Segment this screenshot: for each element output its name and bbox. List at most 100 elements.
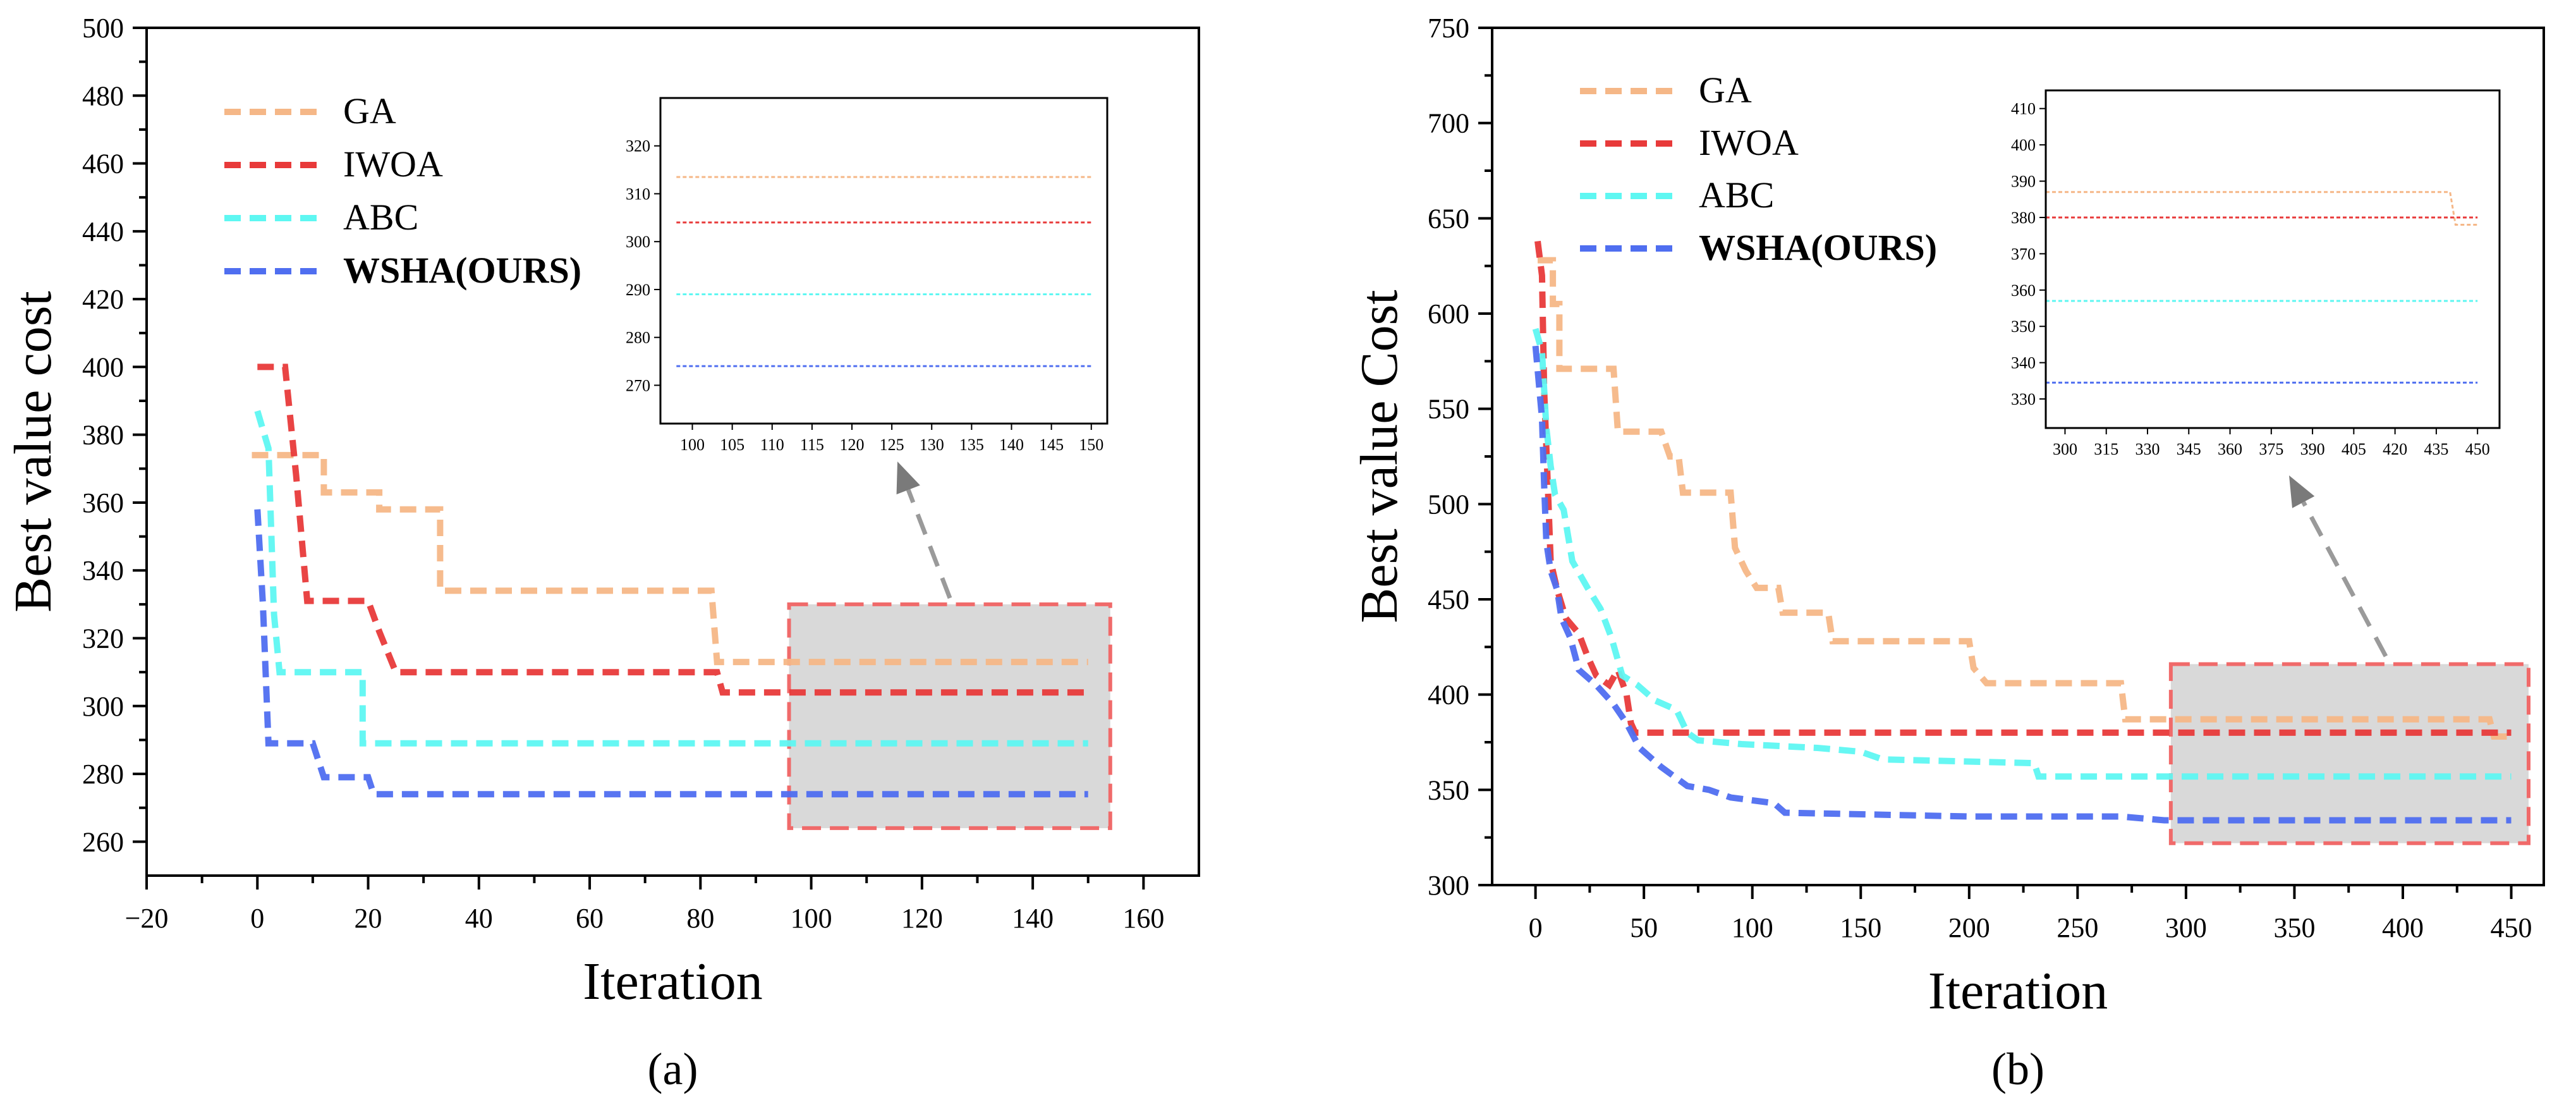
inset-x-tick-label: 145 <box>1039 436 1064 454</box>
zoom-arrow-head <box>2289 475 2315 508</box>
x-tick-label: −20 <box>125 903 169 934</box>
zoom-arrow-head <box>896 462 920 494</box>
inset-y-tick-label: 300 <box>626 233 650 251</box>
panel-label: (a) <box>648 1044 698 1094</box>
x-tick-label: 100 <box>791 903 832 934</box>
y-axis-title: Best value Cost <box>1350 290 1409 623</box>
inset-y-tick-label: 350 <box>2011 317 2036 336</box>
series-line-ga <box>1538 257 2512 740</box>
legend-label-wsha: WSHA(OURS) <box>1699 227 1937 268</box>
inset-series-ga <box>2046 191 2478 226</box>
inset-x-tick-label: 300 <box>2053 440 2077 458</box>
y-tick-label: 350 <box>1428 774 1469 805</box>
series-line-wsha <box>1532 345 2512 824</box>
panel-label: (b) <box>1991 1044 2044 1094</box>
y-tick-label: 480 <box>82 80 124 111</box>
x-tick-label: 450 <box>2491 912 2532 943</box>
y-tick-label: 320 <box>82 623 124 654</box>
y-tick-label: 500 <box>82 13 124 44</box>
inset-x-tick-label: 375 <box>2259 440 2283 458</box>
y-tick-label: 500 <box>1428 489 1469 520</box>
inset-x-tick-label: 135 <box>959 436 984 454</box>
inset-x-tick-label: 130 <box>920 436 944 454</box>
legend-label-iwoa: IWOA <box>343 144 443 185</box>
x-axis-title: Iteration <box>1928 962 2108 1020</box>
y-tick-label: 440 <box>82 216 124 247</box>
zoom-region-box <box>2168 662 2530 845</box>
y-tick-label: 550 <box>1428 394 1469 425</box>
inset-background <box>2046 90 2500 428</box>
legend-label-abc: ABC <box>343 197 418 238</box>
x-axis-title: Iteration <box>583 952 763 1011</box>
legend-label-wsha: WSHA(OURS) <box>343 250 581 291</box>
y-tick-label: 360 <box>82 487 124 518</box>
legend-label-iwoa: IWOA <box>1699 122 1799 163</box>
x-tick-label: 200 <box>1948 912 1990 943</box>
series-line-abc <box>1532 327 2512 780</box>
inset-x-tick-label: 140 <box>999 436 1024 454</box>
inset-x-tick-label: 435 <box>2424 440 2448 458</box>
x-tick-label: 120 <box>901 903 943 934</box>
y-tick-label: 340 <box>82 555 124 586</box>
x-tick-label: 300 <box>2165 912 2207 943</box>
inset-x-tick-label: 315 <box>2094 440 2118 458</box>
x-tick-label: 80 <box>686 903 714 934</box>
inset-y-tick-label: 290 <box>626 281 650 299</box>
inset-x-tick-label: 420 <box>2383 440 2407 458</box>
inset-y-tick-label: 270 <box>626 376 650 394</box>
inset-x-tick-label: 125 <box>880 436 904 454</box>
y-tick-label: 700 <box>1428 108 1469 139</box>
inset-frame <box>659 97 1109 425</box>
inset-y-tick-label: 360 <box>2011 281 2036 300</box>
x-tick-label: 140 <box>1012 903 1054 934</box>
y-tick-label: 460 <box>82 149 124 180</box>
plot-frame <box>145 27 1200 877</box>
inset-y-tick-label: 400 <box>2011 136 2036 154</box>
x-tick-label: 250 <box>2057 912 2098 943</box>
inset-y-tick-label: 390 <box>2011 173 2036 191</box>
x-tick-label: 50 <box>1630 912 1658 943</box>
inset-x-tick-label: 110 <box>760 436 784 454</box>
inset-x-tick-label: 105 <box>720 436 744 454</box>
y-tick-label: 400 <box>82 352 124 382</box>
series-line-iwoa <box>1534 240 2512 736</box>
inset-y-tick-label: 330 <box>2011 390 2036 408</box>
x-tick-label: 400 <box>2382 912 2424 943</box>
inset-x-tick-label: 100 <box>680 436 705 454</box>
y-tick-label: 260 <box>82 826 124 857</box>
legend-label-abc: ABC <box>1699 174 1774 216</box>
y-tick-label: 280 <box>82 759 124 790</box>
legend-label-ga: GA <box>1699 70 1752 111</box>
inset-frame <box>2044 89 2501 429</box>
series-line-abc <box>254 410 1088 747</box>
y-tick-label: 450 <box>1428 584 1469 615</box>
series-line-ga <box>252 451 1088 666</box>
x-tick-label: 100 <box>1732 912 1773 943</box>
inset-x-tick-label: 150 <box>1079 436 1103 454</box>
inset-y-tick-label: 410 <box>2011 100 2036 118</box>
y-tick-label: 420 <box>82 284 124 315</box>
inset-x-tick-label: 115 <box>800 436 824 454</box>
inset-y-tick-label: 340 <box>2011 354 2036 372</box>
inset-x-tick-label: 390 <box>2300 440 2325 458</box>
x-tick-label: 60 <box>576 903 604 934</box>
legend-label-ga: GA <box>343 90 396 131</box>
y-tick-label: 300 <box>82 691 124 722</box>
chart-panel-a: −20 0 20 40 60 80 100 120 140 160 260 280 300 320 340 3… <box>4 13 1200 1094</box>
inset-y-tick-label: 380 <box>2011 209 2036 227</box>
series-line-iwoa <box>257 364 1088 696</box>
x-tick-label: 350 <box>2273 912 2315 943</box>
inset-x-tick-label: 405 <box>2342 440 2366 458</box>
x-tick-label: 160 <box>1122 903 1164 934</box>
inset-y-tick-label: 310 <box>626 185 650 203</box>
y-tick-label: 400 <box>1428 680 1469 711</box>
y-tick-label: 600 <box>1428 298 1469 329</box>
x-tick-label: 0 <box>250 903 264 934</box>
chart-panel-b: 0 50 100 150 200 250 300 350 400 450 300 350 400 450 5… <box>1350 13 2545 1094</box>
inset-x-tick-label: 330 <box>2136 440 2160 458</box>
inset-x-tick-label: 360 <box>2218 440 2242 458</box>
y-axis-title: Best value cost <box>4 291 63 613</box>
inset-y-tick-label: 370 <box>2011 245 2036 263</box>
zoom-arrow-shaft <box>906 489 952 599</box>
